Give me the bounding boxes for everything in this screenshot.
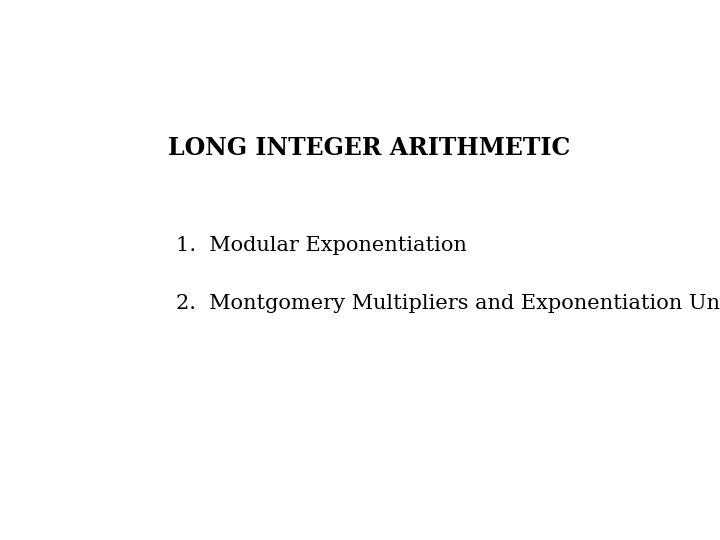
Text: 1.  Modular Exponentiation: 1. Modular Exponentiation <box>176 236 467 255</box>
Text: 2.  Montgomery Multipliers and Exponentiation Units: 2. Montgomery Multipliers and Exponentia… <box>176 294 720 313</box>
Text: LONG INTEGER ARITHMETIC: LONG INTEGER ARITHMETIC <box>168 136 570 160</box>
